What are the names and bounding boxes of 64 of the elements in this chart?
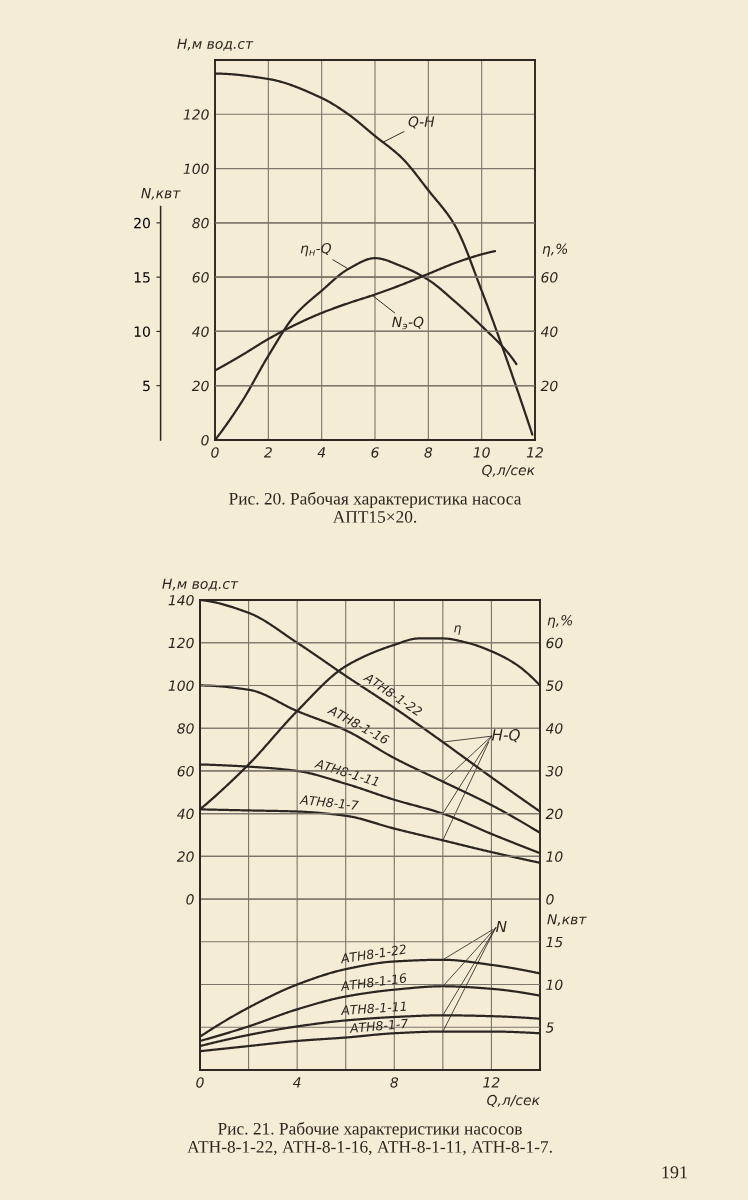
y-axis-title: H,м вод.ст xyxy=(162,578,239,591)
y2-tick-label: 30 xyxy=(545,765,563,777)
y3-tick-label: 15 xyxy=(134,272,150,283)
text: АТН8-1-7 xyxy=(299,794,359,811)
y2-tick-label: 20 xyxy=(545,808,563,820)
y3-axis-title: N,квт xyxy=(547,914,587,926)
y2-tick-label: 40 xyxy=(540,326,558,337)
text: Рис. 20. Рабочая характеристика насоса АПТ15×20. xyxy=(229,492,522,523)
text: АТН8-1-22 xyxy=(339,944,407,964)
y3-tick-label: 10 xyxy=(546,979,563,991)
x-tick-label: 2 xyxy=(263,447,272,458)
y2-tick-label: 50 xyxy=(545,680,563,691)
y3-axis-title: N,квт xyxy=(141,188,181,200)
x-tick-label: 8 xyxy=(424,447,433,458)
series-label: АТН8-1-7 xyxy=(348,1018,409,1034)
y-tick-label: 40 xyxy=(177,808,194,820)
series-label: η xyxy=(454,625,461,635)
y-tick-label: 100 xyxy=(183,163,209,175)
legend-label: N$_{э}$-Q xyxy=(392,316,424,330)
text: 191 xyxy=(662,1166,687,1179)
x-tick-label: 0 xyxy=(211,447,219,458)
y2-axis-title: η,% xyxy=(547,614,573,629)
y2-tick-label: 40 xyxy=(545,723,563,734)
y3-tick-label: 20 xyxy=(134,217,150,229)
y3-tick-label: 5 xyxy=(545,1022,554,1033)
y-tick-label: 120 xyxy=(168,637,194,649)
y-tick-label: 0 xyxy=(201,434,209,446)
y3-tick-label: 15 xyxy=(546,936,563,948)
y-tick-label: 80 xyxy=(177,723,194,734)
x-tick-label: 12 xyxy=(526,447,543,458)
x-axis-title: Q,л/сек xyxy=(487,1094,540,1107)
y-tick-label: 120 xyxy=(183,109,209,120)
y2-tick-label: 20 xyxy=(540,380,558,392)
annotation: N xyxy=(496,920,507,933)
series-label: Q-H xyxy=(408,116,435,129)
series-label: η$_{н}$-Q xyxy=(300,242,332,257)
y2-tick-label: 60 xyxy=(546,637,563,649)
y-axis-title: H,м вод.ст xyxy=(177,38,254,51)
y-tick-label: 20 xyxy=(191,380,209,392)
y2-tick-label: 60 xyxy=(541,272,558,283)
x-tick-label: 12 xyxy=(483,1077,500,1088)
x-tick-label: 6 xyxy=(371,447,379,458)
y-tick-label: 20 xyxy=(176,851,194,862)
x-axis-title: Q,л/сек xyxy=(482,464,535,477)
y-tick-label: 140 xyxy=(168,594,194,606)
x-tick-label: 10 xyxy=(473,447,490,458)
y3-tick-label: 10 xyxy=(134,326,150,337)
y2-axis-title: η,% xyxy=(542,243,568,257)
text: АТН8-1-16 xyxy=(339,973,407,992)
x-tick-label: 8 xyxy=(390,1077,399,1088)
y-tick-label: 80 xyxy=(192,217,209,229)
annotation: H-Q xyxy=(491,729,520,743)
y-tick-label: 0 xyxy=(186,894,194,905)
y3-tick-label: 5 xyxy=(143,380,150,392)
y2-tick-label: 10 xyxy=(546,851,563,862)
y2-tick-label: 0 xyxy=(546,894,554,905)
series-label: АТН8-1-11 xyxy=(340,1001,406,1016)
y-tick-label: 60 xyxy=(192,272,209,283)
y-tick-label: 40 xyxy=(192,326,209,337)
y-tick-label: 60 xyxy=(177,765,194,777)
x-tick-label: 4 xyxy=(292,1077,301,1088)
text: Рис. 21. Рабочие характеристики насосов АТН-8-1-22, АТН-8-1-16, АТН-8-1-11, АТН-8-1-7. xyxy=(187,1122,552,1156)
x-tick-label: 4 xyxy=(317,447,326,458)
y-tick-label: 100 xyxy=(168,680,194,691)
